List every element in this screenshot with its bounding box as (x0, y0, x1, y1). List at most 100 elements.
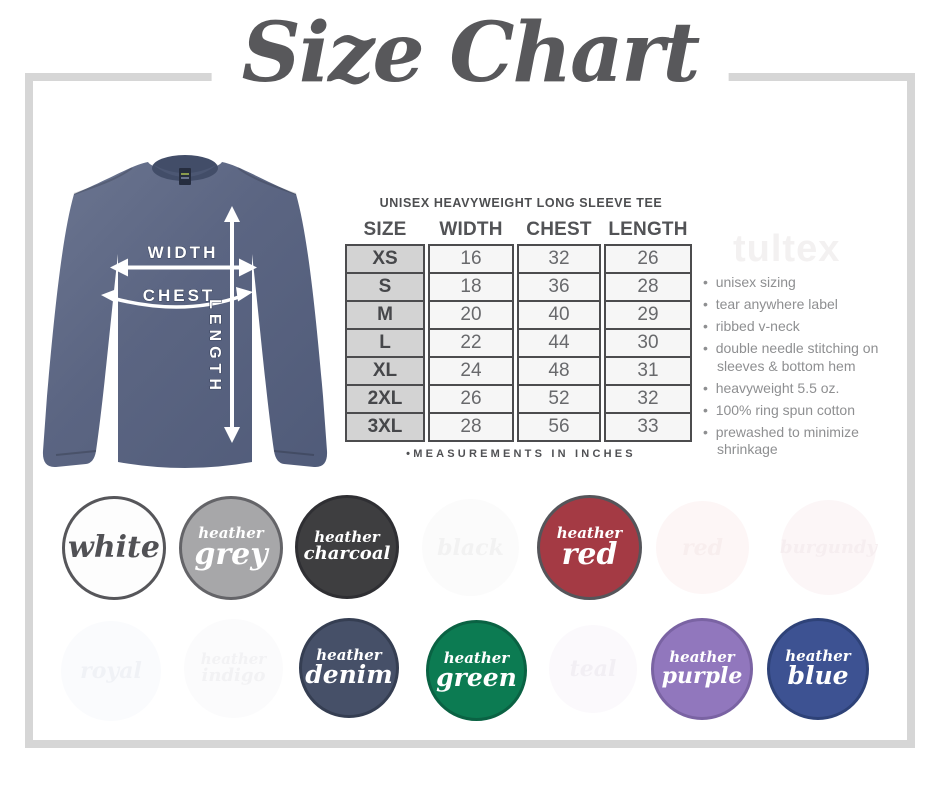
swatch-white: white (62, 496, 166, 600)
length-cell: 31 (604, 356, 692, 386)
swatch-label: purple (661, 663, 743, 689)
length-cell: 30 (604, 328, 692, 358)
swatch-label-prefix: heather (314, 528, 380, 546)
title-container: Size Chart (211, 2, 729, 105)
product-name: UNISEX HEAVYWEIGHT LONG SLEEVE TEE (379, 196, 663, 210)
width-cell: 20 (428, 300, 514, 330)
feature-item: 100% ring spun cotton (703, 402, 881, 420)
shirt-diagram: WIDTH CHEST LENGTH (42, 155, 328, 468)
swatch-heather-green: heather green (426, 620, 527, 721)
width-cell: 28 (428, 412, 514, 442)
swatch-label: blue (787, 661, 849, 690)
column-header-width: WIDTH (439, 219, 503, 240)
width-cell: 18 (428, 272, 514, 302)
table-row-m: M 20 40 29 (345, 300, 697, 330)
neck-label-tag (179, 168, 191, 185)
table-row-3xl: 3XL 28 56 33 (345, 412, 697, 442)
chest-arrow (111, 294, 243, 309)
chest-cell: 36 (517, 272, 601, 302)
length-arrow-label: LENGTH (206, 299, 223, 395)
swatch-black-faded: black (422, 499, 519, 596)
swatch-royal-faded: royal (61, 621, 161, 721)
swatch-heather-grey: heather grey (179, 496, 283, 600)
tultex-watermark: tultex (733, 228, 841, 270)
feature-item: ribbed v-neck (703, 318, 881, 336)
swatch-label: green (436, 662, 517, 692)
length-cell: 26 (604, 244, 692, 274)
length-arrow (230, 218, 234, 431)
swatch-heather-purple: heather purple (651, 618, 753, 720)
size-cell: S (345, 272, 425, 302)
size-cell: XS (345, 244, 425, 274)
swatch-label: denim (305, 660, 393, 689)
swatch-label-prefix: heather (316, 646, 382, 664)
swatch-burgundy-faded: burgundy (780, 500, 877, 595)
chest-cell: 56 (517, 412, 601, 442)
column-header-size: SIZE (363, 219, 407, 240)
swatch-label: grey (194, 537, 268, 572)
swatch-label: black (437, 534, 504, 561)
swatch-label: burgundy (780, 536, 877, 558)
chest-cell: 52 (517, 384, 601, 414)
table-row-xl: XL 24 48 31 (345, 356, 697, 386)
swatch-label-prefix: heather (198, 524, 264, 542)
table-row-xs: XS 16 32 26 (345, 244, 697, 274)
width-cell: 26 (428, 384, 514, 414)
width-cell: 24 (428, 356, 514, 386)
feature-item: prewashed to minimize shrinkage (703, 424, 881, 459)
swatch-label: red (561, 536, 618, 572)
chest-cell: 44 (517, 328, 601, 358)
swatch-label: charcoal (303, 543, 391, 564)
swatch-indigo-faded: heather indigo (184, 619, 283, 718)
length-cell: 32 (604, 384, 692, 414)
size-cell: 3XL (345, 412, 425, 442)
swatch-label-prefix: heather (669, 648, 735, 666)
swatch-label-prefix: heather (443, 648, 510, 667)
size-cell: M (345, 300, 425, 330)
swatch-label-prefix: heather (785, 647, 851, 665)
swatch-label-prefix: heather (556, 523, 623, 542)
swatch-red-faded: red (656, 501, 749, 594)
chest-cell: 32 (517, 244, 601, 274)
feature-item: heavyweight 5.5 oz. (703, 380, 881, 398)
swatch-label: indigo (201, 664, 266, 686)
swatch-heather-red: heather red (537, 495, 642, 600)
swatch-teal-faded: teal (549, 625, 637, 713)
shirt-illustration (42, 155, 328, 468)
table-row-2xl: 2XL 26 52 32 (345, 384, 697, 414)
width-cell: 16 (428, 244, 514, 274)
feature-item: double needle stitching on sleeves & bot… (703, 340, 881, 375)
length-cell: 28 (604, 272, 692, 302)
feature-item: unisex sizing (703, 274, 881, 292)
table-header-row: SIZE WIDTH CHEST LENGTH (345, 217, 697, 243)
swatch-heather-charcoal: heather charcoal (295, 495, 399, 599)
length-cell: 29 (604, 300, 692, 330)
feature-list: unisex sizing tear anywhere label ribbed… (703, 274, 881, 463)
width-arrow (124, 265, 244, 270)
table-body: XS 16 32 26 S 18 36 28 M 20 40 29 L 22 4… (345, 244, 697, 442)
swatch-label-prefix: heather (200, 649, 267, 668)
measurements-note: •MEASUREMENTS IN INCHES (406, 448, 636, 460)
chest-cell: 40 (517, 300, 601, 330)
measurement-arrows: WIDTH CHEST LENGTH (101, 206, 257, 443)
chest-arrow-label: CHEST (143, 286, 216, 305)
width-arrow-label: WIDTH (148, 243, 219, 262)
chest-cell: 48 (517, 356, 601, 386)
size-cell: XL (345, 356, 425, 386)
size-table-section: UNISEX HEAVYWEIGHT LONG SLEEVE TEE SIZE … (345, 196, 697, 460)
swatch-heather-blue: heather blue (767, 618, 869, 720)
feature-item: tear anywhere label (703, 296, 881, 314)
table-row-l: L 22 44 30 (345, 328, 697, 358)
size-cell: 2XL (345, 384, 425, 414)
length-cell: 33 (604, 412, 692, 442)
size-cell: L (345, 328, 425, 358)
swatch-label: teal (569, 656, 617, 682)
swatch-heather-denim: heather denim (299, 618, 399, 718)
width-cell: 22 (428, 328, 514, 358)
swatch-label: red (682, 534, 723, 561)
column-header-length: LENGTH (608, 219, 688, 240)
page-title: Size Chart (241, 5, 701, 101)
table-row-s: S 18 36 28 (345, 272, 697, 302)
column-header-chest: CHEST (526, 219, 592, 240)
